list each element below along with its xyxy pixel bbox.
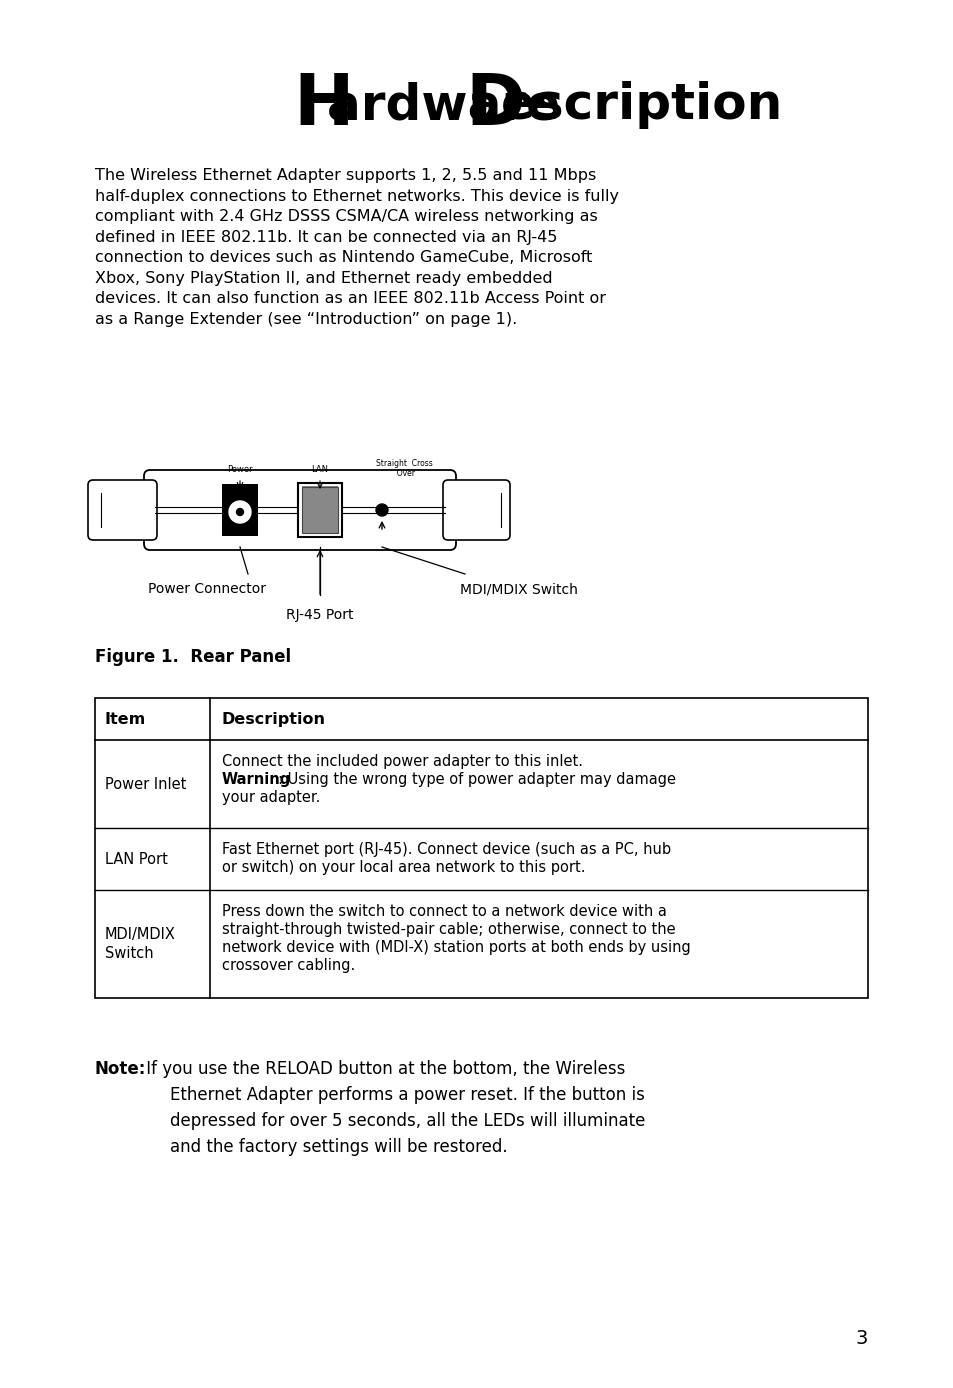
Text: Switch: Switch — [105, 947, 153, 962]
Text: LAN Port: LAN Port — [105, 851, 168, 866]
Text: half-duplex connections to Ethernet networks. This device is fully: half-duplex connections to Ethernet netw… — [95, 189, 618, 204]
Text: Power: Power — [227, 465, 253, 473]
Text: your adapter.: your adapter. — [222, 790, 320, 805]
Text: Note:: Note: — [95, 1060, 146, 1078]
Text: depressed for over 5 seconds, all the LEDs will illuminate: depressed for over 5 seconds, all the LE… — [170, 1112, 644, 1130]
Bar — [297, 483, 341, 537]
Text: connection to devices such as Nintendo GameCube, Microsoft: connection to devices such as Nintendo G… — [95, 250, 592, 265]
Bar — [95, 698, 867, 998]
Text: The Wireless Ethernet Adapter supports 1, 2, 5.5 and 11 Mbps: The Wireless Ethernet Adapter supports 1… — [95, 168, 596, 183]
Text: Warning: Warning — [222, 772, 291, 787]
Text: 3: 3 — [855, 1328, 867, 1348]
Text: compliant with 2.4 GHz DSSS CSMA/CA wireless networking as: compliant with 2.4 GHz DSSS CSMA/CA wire… — [95, 210, 598, 223]
Text: MDI/MDIX Switch: MDI/MDIX Switch — [459, 582, 578, 595]
Bar — [302, 487, 337, 533]
Text: and the factory settings will be restored.: and the factory settings will be restore… — [170, 1138, 507, 1156]
Text: : Using the wrong type of power adapter may damage: : Using the wrong type of power adapter … — [277, 772, 676, 787]
Circle shape — [375, 504, 388, 516]
Text: crossover cabling.: crossover cabling. — [222, 958, 355, 973]
Text: Ethernet Adapter performs a power reset. If the button is: Ethernet Adapter performs a power reset.… — [170, 1085, 644, 1103]
Text: LAN: LAN — [312, 465, 328, 473]
Text: Xbox, Sony PlayStation II, and Ethernet ready embedded: Xbox, Sony PlayStation II, and Ethernet … — [95, 271, 552, 286]
Bar — [302, 515, 337, 533]
Text: Press down the switch to connect to a network device with a: Press down the switch to connect to a ne… — [222, 904, 666, 919]
Text: Power Connector: Power Connector — [148, 582, 266, 595]
Circle shape — [236, 508, 243, 515]
Text: Connect the included power adapter to this inlet.: Connect the included power adapter to th… — [222, 754, 582, 769]
Text: Description: Description — [222, 712, 326, 726]
Bar — [302, 486, 337, 516]
Text: H: H — [294, 71, 354, 140]
Text: straight-through twisted-pair cable; otherwise, connect to the: straight-through twisted-pair cable; oth… — [222, 922, 675, 937]
FancyBboxPatch shape — [88, 480, 157, 540]
FancyBboxPatch shape — [442, 480, 510, 540]
Text: escription: escription — [500, 81, 781, 129]
Bar — [222, 484, 257, 536]
Text: RJ-45 Port: RJ-45 Port — [286, 608, 354, 622]
Text: Fast Ethernet port (RJ-45). Connect device (such as a PC, hub: Fast Ethernet port (RJ-45). Connect devi… — [222, 843, 670, 856]
Text: devices. It can also function as an IEEE 802.11b Access Point or: devices. It can also function as an IEEE… — [95, 291, 605, 305]
Text: Figure 1.  Rear Panel: Figure 1. Rear Panel — [95, 648, 291, 666]
Text: ardware: ardware — [327, 81, 578, 129]
Text: Item: Item — [105, 712, 146, 726]
Text: or switch) on your local area network to this port.: or switch) on your local area network to… — [222, 861, 585, 874]
Text: Power Inlet: Power Inlet — [105, 776, 186, 791]
Text: Straight  Cross
  Over: Straight Cross Over — [375, 458, 432, 477]
Text: defined in IEEE 802.11b. It can be connected via an RJ-45: defined in IEEE 802.11b. It can be conne… — [95, 229, 557, 244]
Text: as a Range Extender (see “Introduction” on page 1).: as a Range Extender (see “Introduction” … — [95, 311, 517, 326]
Text: D: D — [465, 71, 525, 140]
FancyBboxPatch shape — [144, 471, 456, 550]
Text: MDI/MDIX: MDI/MDIX — [105, 927, 175, 941]
Text: network device with (MDI-X) station ports at both ends by using: network device with (MDI-X) station port… — [222, 940, 690, 955]
Circle shape — [229, 501, 251, 523]
Text: If you use the RELOAD button at the bottom, the Wireless: If you use the RELOAD button at the bott… — [141, 1060, 625, 1078]
